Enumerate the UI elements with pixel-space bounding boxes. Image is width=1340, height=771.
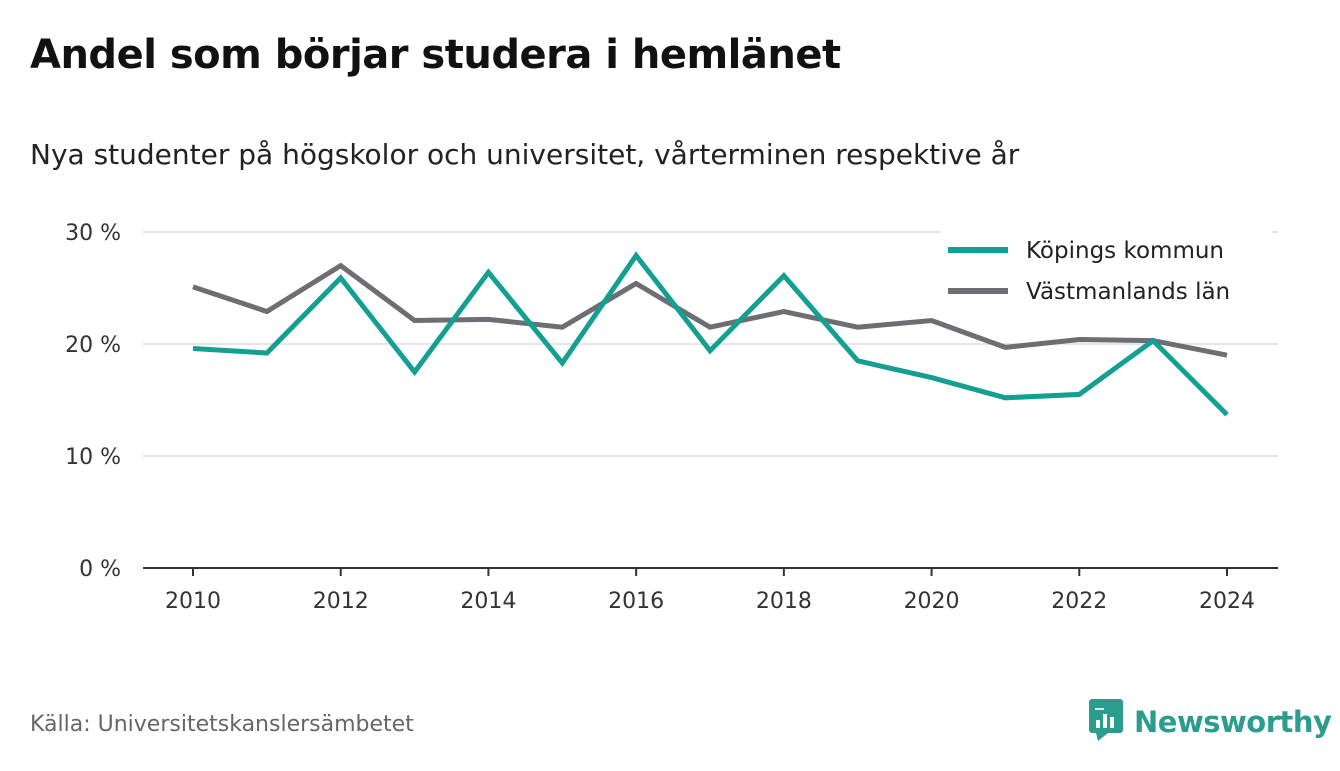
x-axis: 2010 2012 2014 2016 2018 2020 2022 2024: [143, 567, 1278, 614]
legend-label: Västmanlands län: [1026, 279, 1230, 305]
bar-chart-speech-bubble-icon: [1088, 698, 1124, 746]
x-tick-label: 2018: [756, 589, 812, 614]
x-tick-label: 2024: [1199, 589, 1255, 614]
legend-label: Köpings kommun: [1026, 238, 1224, 264]
y-tick-label: 0 %: [79, 557, 121, 582]
x-tick-label: 2020: [904, 589, 960, 614]
x-tick-label: 2016: [608, 589, 664, 614]
y-tick-label: 10 %: [65, 445, 121, 470]
legend-background: [940, 226, 1272, 318]
x-tick-label: 2022: [1051, 589, 1107, 614]
y-axis-ticks: 0 % 10 % 20 % 30 %: [65, 221, 121, 582]
y-tick-label: 30 %: [65, 221, 121, 246]
y-tick-label: 20 %: [65, 333, 121, 358]
series-line-kopings-kommun: [192, 251, 1229, 417]
x-tick-label: 2010: [165, 589, 221, 614]
chart-subtitle: Nya studenter på högskolor och universit…: [30, 138, 1020, 171]
source-note: Källa: Universitetskanslersämbetet: [30, 712, 414, 737]
series-lines: [192, 251, 1229, 417]
brand-name: Newsworthy: [1134, 705, 1332, 739]
series-line-vastmanlands-lan: [192, 262, 1228, 358]
x-tick-label: 2014: [460, 589, 516, 614]
brand-logo: Newsworthy: [1088, 698, 1332, 746]
chart-title: Andel som börjar studera i hemlänet: [30, 32, 841, 78]
legend: Köpings kommun Västmanlands län: [940, 226, 1272, 318]
x-tick-label: 2012: [313, 589, 369, 614]
